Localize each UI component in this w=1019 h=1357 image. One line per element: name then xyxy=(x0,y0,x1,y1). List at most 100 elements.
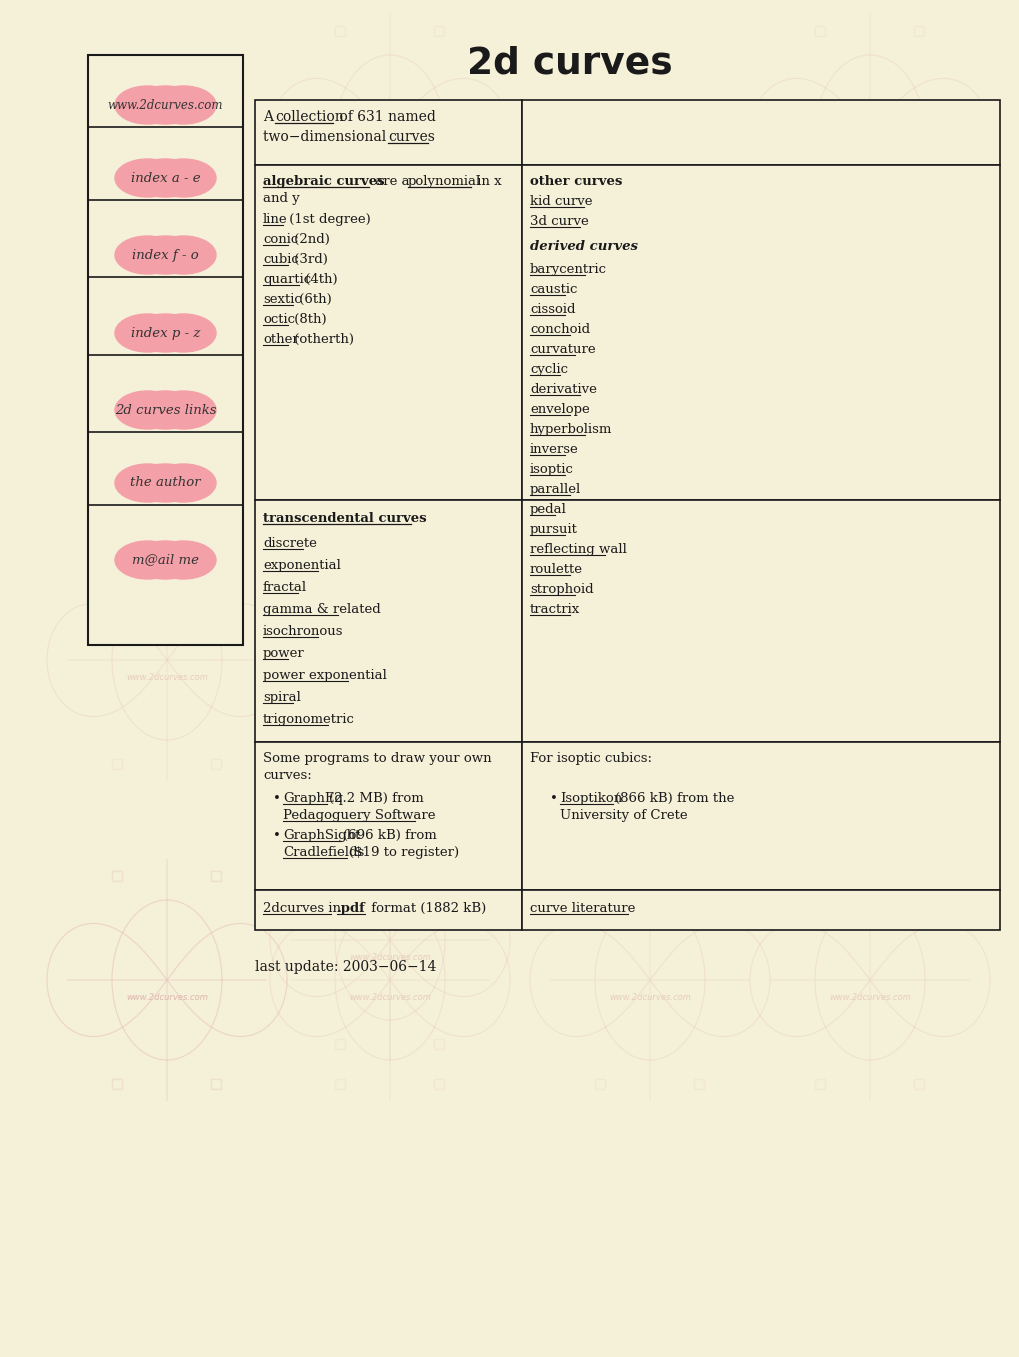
Bar xyxy=(112,1079,122,1090)
Bar xyxy=(255,100,522,166)
Text: in x: in x xyxy=(473,175,501,189)
Text: •: • xyxy=(273,829,280,841)
Bar xyxy=(335,759,345,769)
Text: octic: octic xyxy=(263,313,294,326)
Bar xyxy=(815,499,824,509)
Ellipse shape xyxy=(151,159,216,197)
Text: fractal: fractal xyxy=(263,581,307,594)
Text: Pedagoguery Software: Pedagoguery Software xyxy=(282,809,435,822)
Text: barycentric: barycentric xyxy=(530,263,606,275)
Text: (3rd): (3rd) xyxy=(290,252,328,266)
Bar xyxy=(914,233,923,244)
Text: (6th): (6th) xyxy=(296,293,332,305)
Text: www.2dcurves.com: www.2dcurves.com xyxy=(608,993,690,1003)
Text: spiral: spiral xyxy=(263,691,301,704)
Text: www.2dcurves.com: www.2dcurves.com xyxy=(608,414,690,422)
Text: 2d curves: 2d curves xyxy=(467,45,673,81)
Text: caustic: caustic xyxy=(530,284,577,296)
Bar xyxy=(88,56,243,645)
Text: •: • xyxy=(273,792,280,805)
Text: derived curves: derived curves xyxy=(530,240,637,252)
Bar xyxy=(522,890,999,930)
Text: 2d curves links: 2d curves links xyxy=(114,403,216,417)
Text: Isoptikon: Isoptikon xyxy=(559,792,622,805)
Text: www.2dcurves.com: www.2dcurves.com xyxy=(126,993,208,1003)
Text: For isoptic cubics:: For isoptic cubics: xyxy=(530,752,651,765)
Bar xyxy=(434,830,444,841)
Text: quartic: quartic xyxy=(263,273,311,286)
Text: curve literature: curve literature xyxy=(530,902,635,915)
Bar xyxy=(914,1079,923,1090)
Text: isochronous: isochronous xyxy=(263,626,343,638)
Text: www.2dcurves.com: www.2dcurves.com xyxy=(828,673,910,683)
Ellipse shape xyxy=(130,464,201,502)
Text: www.2dcurves.com: www.2dcurves.com xyxy=(348,993,430,1003)
Ellipse shape xyxy=(130,236,201,274)
Text: curves:: curves: xyxy=(263,769,312,782)
Bar xyxy=(815,233,824,244)
Text: format (1882 kB): format (1882 kB) xyxy=(367,902,486,915)
Text: www.2dcurves.com: www.2dcurves.com xyxy=(348,954,430,962)
Text: collection: collection xyxy=(275,110,343,123)
Ellipse shape xyxy=(130,85,201,123)
Text: (4th): (4th) xyxy=(301,273,337,286)
Text: ($19 to register): ($19 to register) xyxy=(348,845,459,859)
Bar xyxy=(335,871,345,881)
Bar xyxy=(112,759,122,769)
Text: www.2dcurves.com: www.2dcurves.com xyxy=(608,673,690,683)
Bar xyxy=(815,26,824,37)
Text: www.2dcurves.com: www.2dcurves.com xyxy=(348,673,430,683)
Text: 2dcurves in: 2dcurves in xyxy=(263,902,340,915)
Bar xyxy=(914,871,923,881)
Bar xyxy=(522,166,999,499)
Bar xyxy=(694,871,704,881)
Ellipse shape xyxy=(130,313,201,351)
Text: hyperbolism: hyperbolism xyxy=(530,423,611,436)
Text: cyclic: cyclic xyxy=(530,364,568,376)
Bar xyxy=(112,871,122,881)
Bar xyxy=(255,742,522,890)
Text: www.2dcurves.com: www.2dcurves.com xyxy=(828,993,910,1003)
Bar xyxy=(434,26,444,37)
Bar xyxy=(694,1079,704,1090)
Text: www.2dcurves.com: www.2dcurves.com xyxy=(126,673,208,683)
Bar xyxy=(112,551,122,560)
Text: index p - z: index p - z xyxy=(130,327,200,339)
Bar xyxy=(914,499,923,509)
Text: polynomial: polynomial xyxy=(408,175,481,189)
Text: tractrix: tractrix xyxy=(530,603,580,616)
Text: .pdf: .pdf xyxy=(336,902,366,915)
Text: and y: and y xyxy=(263,191,300,205)
Text: (866 kB) from the: (866 kB) from the xyxy=(614,792,734,805)
Bar xyxy=(335,551,345,560)
Bar xyxy=(815,1079,824,1090)
Bar xyxy=(112,871,122,881)
Bar xyxy=(211,759,221,769)
Text: other curves: other curves xyxy=(530,175,622,189)
Bar xyxy=(255,166,522,499)
Bar xyxy=(255,499,522,742)
Text: pursuit: pursuit xyxy=(530,522,578,536)
Text: www.2dcurves.com: www.2dcurves.com xyxy=(828,414,910,422)
Text: (2nd): (2nd) xyxy=(290,233,330,246)
Text: other: other xyxy=(263,332,299,346)
Bar xyxy=(335,1039,345,1049)
Text: 3d curve: 3d curve xyxy=(530,214,588,228)
Bar xyxy=(595,1079,605,1090)
Text: curves: curves xyxy=(387,130,434,144)
Text: inverse: inverse xyxy=(530,442,578,456)
Text: (8th): (8th) xyxy=(290,313,327,326)
Bar xyxy=(434,551,444,560)
Text: reflecting wall: reflecting wall xyxy=(530,543,627,556)
Ellipse shape xyxy=(115,391,179,429)
Bar xyxy=(335,233,345,244)
Text: discrete: discrete xyxy=(263,537,317,550)
Bar xyxy=(694,499,704,509)
Bar xyxy=(595,499,605,509)
Ellipse shape xyxy=(151,85,216,123)
Ellipse shape xyxy=(115,313,179,351)
Ellipse shape xyxy=(115,541,179,579)
Text: sextic: sextic xyxy=(263,293,302,305)
Bar xyxy=(694,551,704,560)
Text: m@ail me: m@ail me xyxy=(131,554,199,566)
